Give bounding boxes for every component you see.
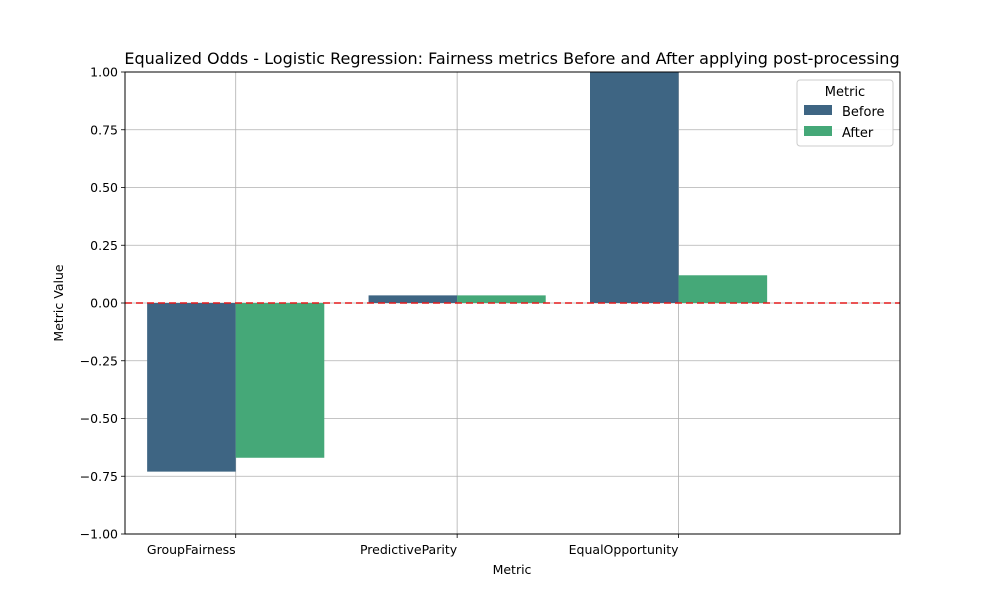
bars bbox=[147, 72, 768, 472]
y-tick-label: 0.75 bbox=[90, 122, 118, 137]
y-tick-label: 0.25 bbox=[90, 238, 118, 253]
x-tick-label: PredictiveParity bbox=[360, 542, 458, 557]
legend: Metric Before After bbox=[796, 79, 894, 147]
bar-before-predictiveparity bbox=[368, 295, 458, 303]
y-tick-label: 0.50 bbox=[90, 180, 118, 195]
bar-after-equalopportunity bbox=[678, 275, 768, 303]
y-tick-label: −1.00 bbox=[80, 527, 118, 542]
bar-after-groupfairness bbox=[235, 303, 325, 458]
bar-before-groupfairness bbox=[147, 303, 236, 472]
y-axis: −1.00 −0.75 −0.50 −0.25 0.00 0.25 0.50 0.75 1.00 bbox=[80, 65, 125, 542]
bar-after-predictiveparity bbox=[457, 295, 546, 303]
y-tick-label: 1.00 bbox=[90, 65, 118, 80]
y-tick-label: −0.25 bbox=[80, 353, 118, 368]
x-tick-label: GroupFairness bbox=[147, 542, 236, 557]
x-axis-title: Metric bbox=[493, 562, 532, 577]
y-tick-label: 0.00 bbox=[90, 296, 118, 311]
x-tick-label: EqualOpportunity bbox=[569, 542, 680, 557]
y-tick-label: −0.50 bbox=[80, 411, 118, 426]
y-tick-label: −0.75 bbox=[80, 469, 118, 484]
legend-title: Metric bbox=[825, 85, 865, 100]
x-axis: GroupFairness PredictiveParity EqualOpport… bbox=[147, 534, 679, 557]
chart-title: Equalized Odds - Logistic Regression: Fa… bbox=[124, 49, 899, 68]
legend-swatch-after bbox=[804, 126, 832, 136]
bar-before-equalopportunity bbox=[590, 72, 679, 303]
legend-label-before: Before bbox=[842, 105, 885, 120]
legend-swatch-before bbox=[804, 105, 832, 115]
y-axis-title: Metric Value bbox=[51, 264, 66, 341]
legend-label-after: After bbox=[842, 126, 874, 141]
